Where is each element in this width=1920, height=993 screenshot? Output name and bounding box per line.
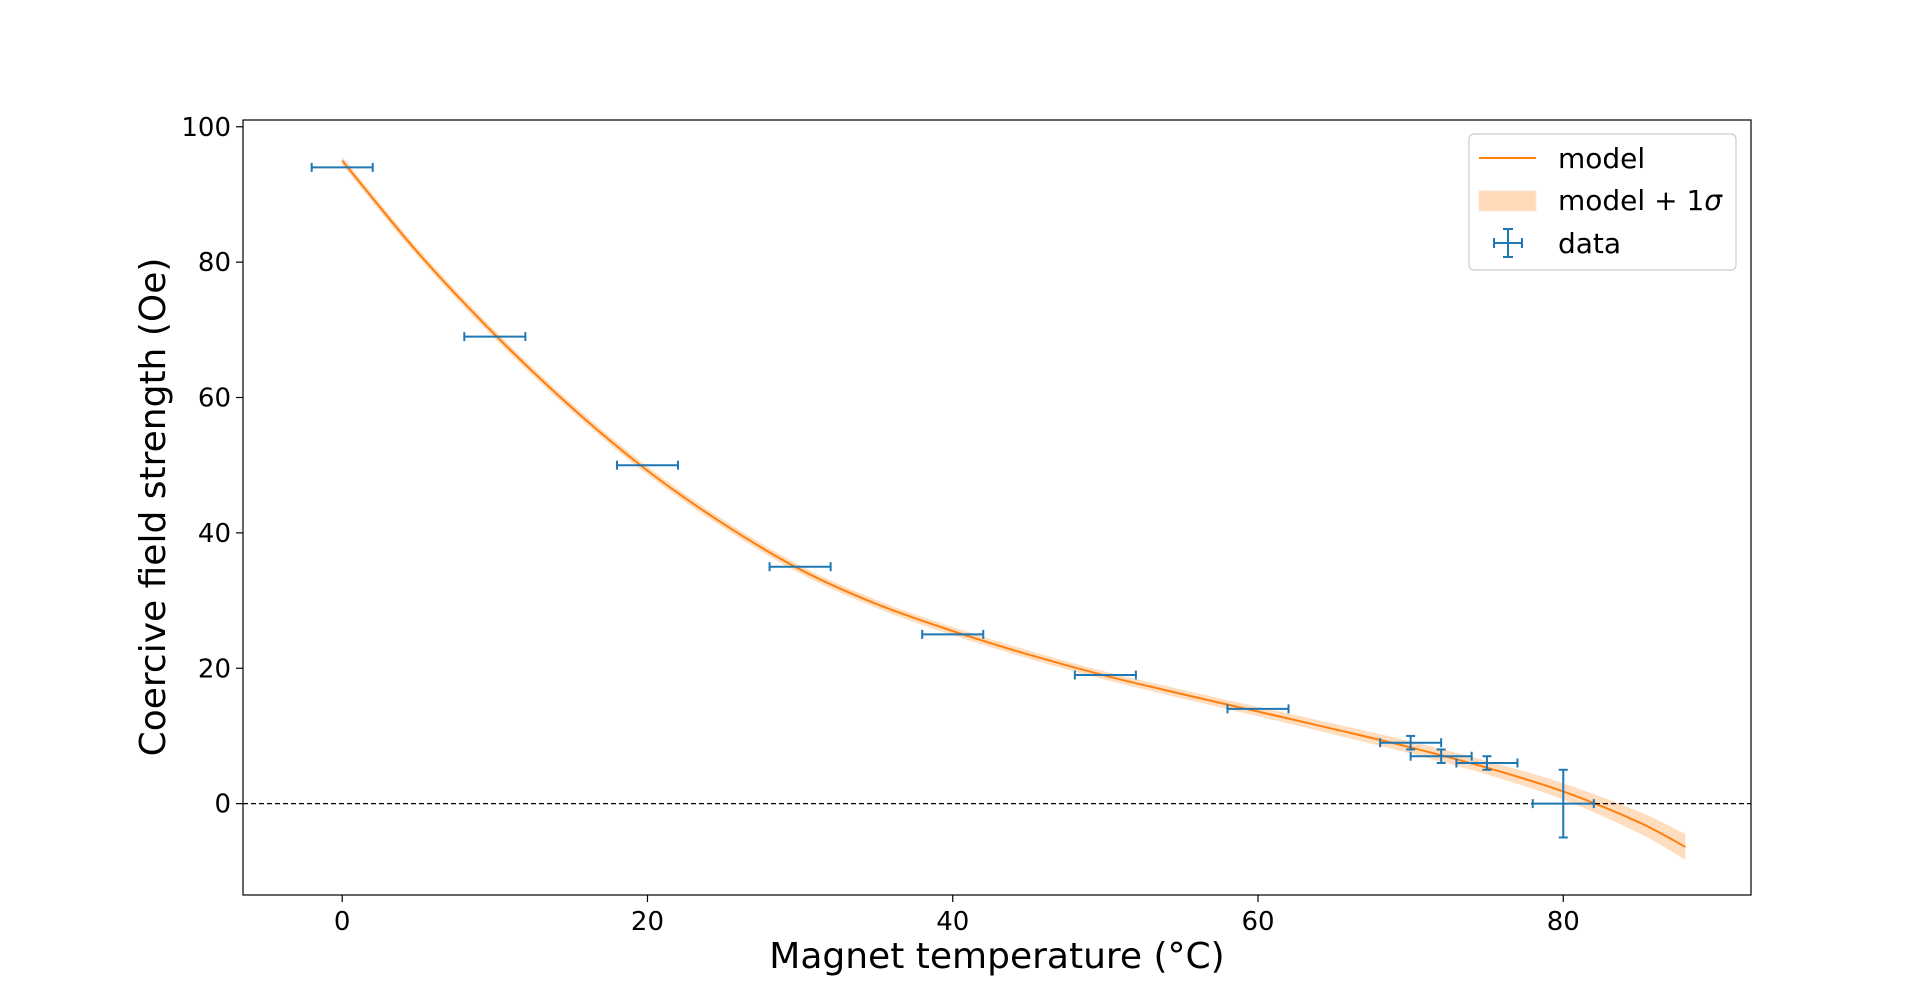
plot-area (243, 156, 1751, 860)
data-point (1379, 734, 1443, 751)
x-tick-label: 60 (1241, 907, 1274, 937)
plot-frame (242, 119, 1752, 896)
legend-band-swatch (1478, 190, 1537, 212)
y-axis-label: Coercive field strength (Oe) (133, 258, 174, 757)
legend-box (1468, 133, 1737, 271)
data-point (1455, 755, 1519, 771)
data-point (310, 162, 374, 172)
legend-sigma: σ (1704, 184, 1723, 217)
x-tick-label: 0 (334, 907, 351, 937)
data-point (615, 460, 679, 470)
x-tick-label: 40 (936, 907, 969, 937)
y-tick-label: 0 (214, 790, 231, 820)
data-point (1073, 670, 1137, 680)
legend-band-label: model + 1σ (1558, 184, 1723, 217)
model-line (341, 159, 1686, 848)
x-tick-label: 20 (631, 907, 664, 937)
y-tick-label: 20 (198, 654, 231, 684)
axis-ticks: 0 20 40 60 80 0 20 40 60 80 100 (181, 113, 1579, 937)
data-point (1531, 768, 1595, 839)
model-sigma-band (342, 156, 1686, 860)
x-axis-label: Magnet temperature (°C) (769, 936, 1224, 977)
y-tick-label: 60 (198, 384, 231, 414)
data-point (1409, 748, 1473, 765)
data-point (768, 562, 832, 572)
y-tick-label: 80 (198, 248, 231, 278)
x-tick-label: 80 (1547, 907, 1580, 937)
legend-data-label: data (1558, 227, 1621, 260)
y-tick-label: 40 (198, 519, 231, 549)
legend-band-text: model + 1 (1558, 184, 1704, 217)
y-tick-label: 100 (181, 113, 231, 143)
data-point (463, 332, 527, 342)
legend: model model + 1σ data (1468, 133, 1737, 271)
data-point (1226, 704, 1290, 714)
data-point (921, 629, 985, 639)
legend-model-label: model (1558, 142, 1645, 175)
